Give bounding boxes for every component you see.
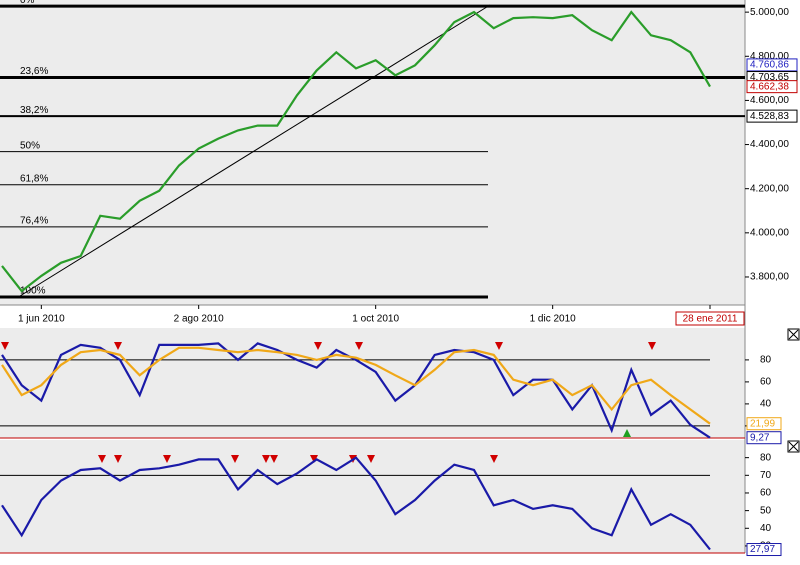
series-line	[1, 346, 711, 425]
price-label: 4.703,65	[750, 72, 789, 83]
fib-label: 76,4%	[20, 216, 48, 227]
x-tick-label: 1 oct 2010	[352, 314, 399, 325]
close-button[interactable]	[787, 440, 800, 453]
price-label: 4.528,83	[750, 111, 789, 122]
y-tick-label: 4.400,00	[750, 139, 789, 150]
y-tick-label: 4.600,00	[750, 95, 789, 106]
y-tick-label: 3.800,00	[750, 272, 789, 283]
y-tick-label: 4.800,00	[750, 51, 789, 62]
y-tick-label: 5.000,00	[750, 7, 789, 18]
x-tick-label: 28 ene 2011	[683, 314, 738, 325]
price-label: 4.760,86	[750, 60, 789, 71]
stochastic-panel	[0, 328, 745, 438]
fib-label: 61,8%	[20, 173, 48, 184]
y-tick-label: 60	[760, 488, 772, 499]
last-value-label: 21,99	[750, 418, 775, 429]
y-tick-label: 40	[760, 523, 772, 534]
y-tick-label: 80	[760, 355, 772, 366]
y-tick-label: 60	[760, 377, 772, 388]
y-tick-label: 80	[760, 452, 772, 463]
label-box	[675, 311, 745, 326]
y-tick-label: 4.000,00	[750, 227, 789, 238]
y-tick-label: 4.200,00	[750, 183, 789, 194]
y-tick-label: 50	[760, 505, 772, 516]
value-box	[746, 543, 782, 557]
close-button[interactable]	[787, 328, 800, 341]
x-tick-label: 1 dic 2010	[530, 314, 577, 325]
fib-label: 0%	[20, 0, 35, 6]
last-value-label: 27,97	[750, 544, 775, 555]
trend-line	[19, 4, 491, 297]
series-line	[1, 10, 711, 293]
value-box	[746, 431, 782, 445]
y-tick-label: 40	[760, 399, 772, 410]
price-box	[746, 109, 798, 123]
fib-label: 100%	[20, 286, 46, 297]
fib-label: 38,2%	[20, 105, 48, 116]
signal-marker	[623, 429, 631, 437]
price-box	[746, 58, 798, 72]
value-box	[746, 417, 782, 431]
price-panel	[0, 0, 745, 305]
x-tick-label: 1 jun 2010	[18, 314, 65, 325]
y-tick-label: 70	[760, 470, 772, 481]
series-line	[1, 456, 711, 551]
price-box	[746, 80, 798, 94]
last-value-label: 9,27	[750, 432, 770, 443]
price-label: 4.662,38	[750, 81, 789, 92]
fib-label: 50%	[20, 140, 40, 151]
x-tick-label: 2 ago 2010	[174, 314, 224, 325]
fib-label: 23,6%	[20, 66, 48, 77]
